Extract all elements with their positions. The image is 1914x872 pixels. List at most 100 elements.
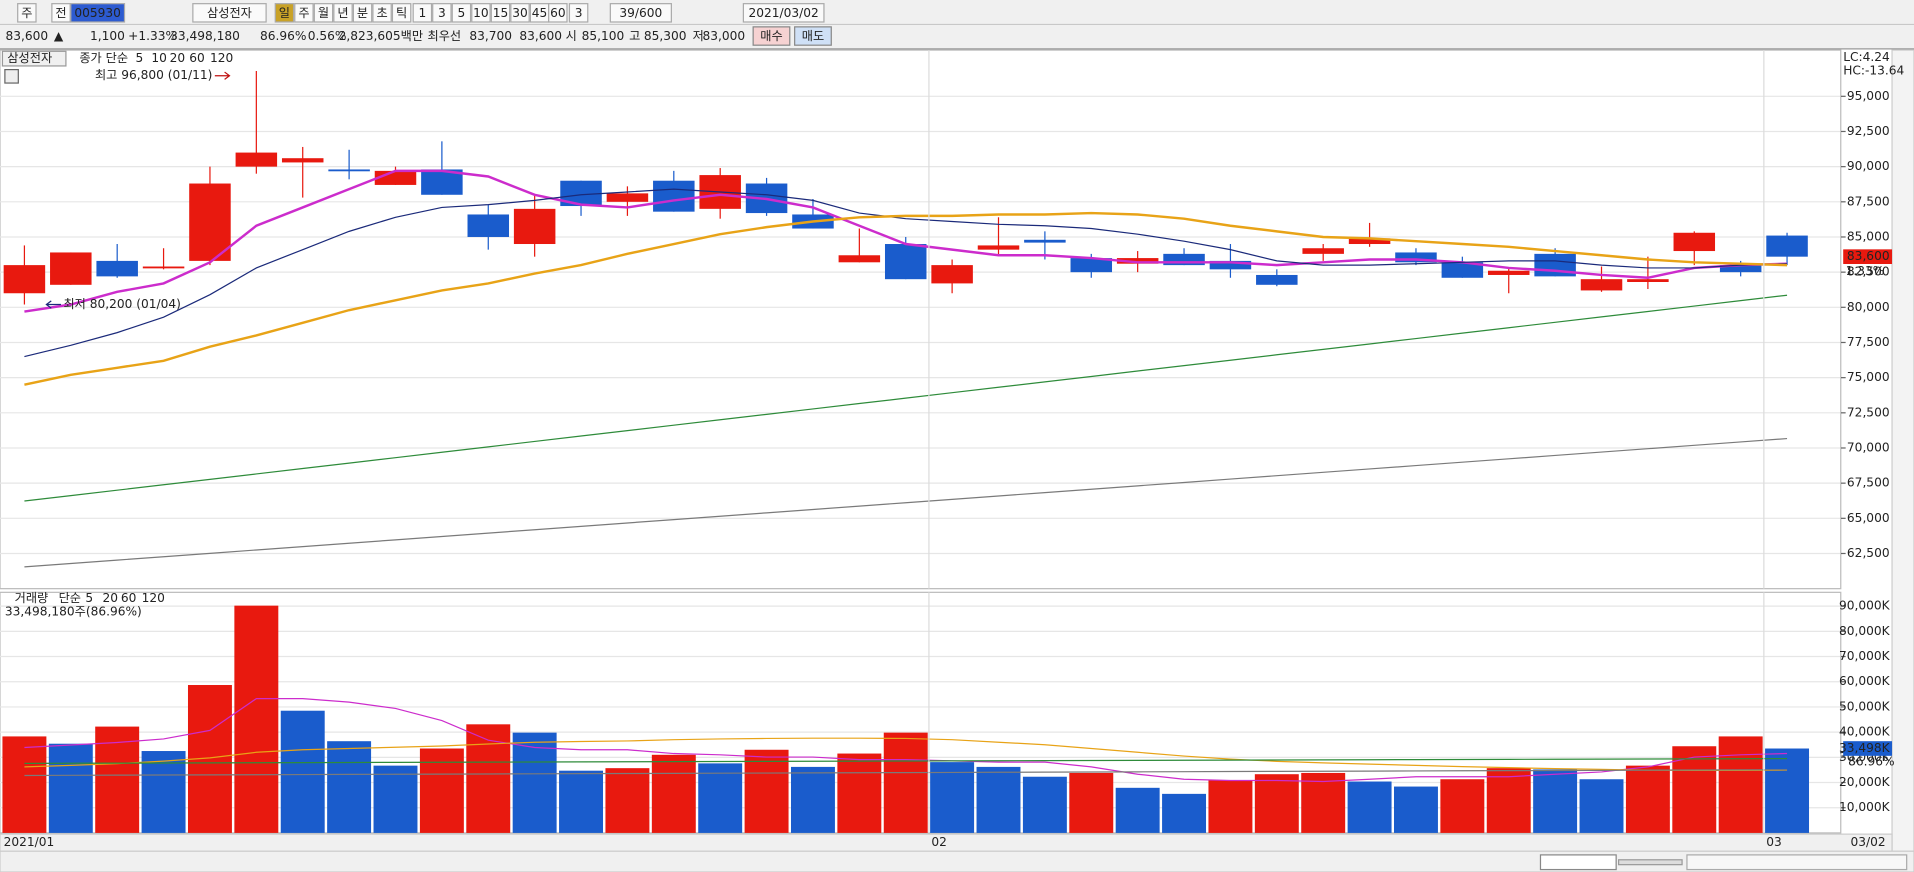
toolbar-label[interactable]: 틱 — [396, 6, 407, 20]
y-tick-label: 60,000K — [1839, 674, 1891, 688]
grid-icon[interactable] — [4, 69, 19, 84]
candle-body — [142, 266, 185, 269]
quote-field[interactable]: 매수 — [760, 29, 782, 43]
candle-body — [1163, 253, 1205, 266]
ma-line — [24, 169, 1788, 313]
volume-bar — [1765, 748, 1810, 833]
candle-body — [1766, 235, 1808, 257]
volume-bar — [141, 751, 186, 833]
toolbar-button[interactable] — [70, 3, 126, 23]
volume-bar — [1208, 780, 1253, 833]
toolbar-button[interactable] — [17, 3, 37, 23]
toolbar-label[interactable]: 삼성전자 — [207, 6, 252, 20]
volume-bar — [1069, 772, 1114, 833]
toolbar-button[interactable] — [568, 3, 589, 23]
legend-entry: 60 — [189, 51, 205, 65]
volume-bar — [1625, 765, 1670, 833]
change-label: 1.33% — [1846, 264, 1885, 278]
order-button[interactable] — [752, 26, 791, 46]
y-tick-label: 85,000 — [1847, 229, 1890, 243]
volume-bar — [883, 732, 928, 833]
y-tick-label: 67,500 — [1847, 476, 1890, 490]
toolbar-button[interactable] — [742, 3, 825, 23]
y-tick-label: 87,500 — [1847, 194, 1890, 208]
volume-bar — [1579, 779, 1624, 833]
toolbar-label[interactable]: 5 — [458, 6, 466, 20]
toolbar-button[interactable] — [352, 3, 373, 23]
toolbar-label[interactable]: 39/600 — [619, 6, 662, 20]
y-tick-label: 77,500 — [1847, 335, 1890, 349]
candle-body — [513, 208, 556, 245]
toolbar-button[interactable] — [412, 3, 433, 23]
volume-bar — [837, 753, 882, 833]
toolbar-label[interactable]: 2021/03/02 — [749, 6, 819, 20]
ma-line — [24, 698, 1788, 783]
toolbar-button[interactable] — [294, 3, 314, 23]
toolbar-label[interactable]: 주 — [298, 6, 309, 20]
nav-buttons[interactable] — [1539, 854, 1617, 871]
legend-entry: 120 — [210, 51, 233, 65]
quote-field[interactable]: 매도 — [802, 29, 824, 43]
toolbar-label[interactable]: 초 — [376, 6, 387, 20]
toolbar-label[interactable]: 005930 — [74, 6, 121, 20]
toolbar-label[interactable]: 3 — [575, 6, 583, 20]
quote-field: 86.96% — [260, 29, 306, 43]
tool-icons[interactable] — [1686, 854, 1908, 871]
toolbar-label[interactable]: 년 — [337, 6, 348, 20]
toolbar-label[interactable]: 전 — [55, 6, 66, 20]
toolbar-button[interactable] — [510, 3, 530, 23]
ma-line — [24, 211, 1788, 386]
toolbar-button[interactable] — [333, 3, 353, 23]
legend-title: 삼성전자 — [7, 51, 52, 65]
y-tick-label: 90,000K — [1839, 599, 1891, 613]
volume-bar — [976, 766, 1021, 833]
volume-bar — [327, 741, 372, 833]
toolbar-button[interactable] — [192, 3, 267, 23]
toolbar-button[interactable] — [432, 3, 452, 23]
toolbar-label[interactable]: 월 — [318, 6, 329, 20]
toolbar-label[interactable]: 분 — [357, 6, 368, 20]
toolbar-label[interactable]: 3 — [438, 6, 446, 20]
toolbar-label[interactable]: 30 — [512, 6, 528, 20]
candle-body — [281, 158, 324, 163]
candle-body — [50, 252, 92, 285]
right-scrollbar[interactable] — [1891, 49, 1914, 852]
legend-entry: 20 — [103, 591, 119, 605]
candle-body — [1302, 248, 1344, 254]
toolbar-label[interactable]: 10 — [473, 6, 489, 20]
toolbar-label[interactable]: 일 — [279, 6, 290, 20]
volume-subtitle: 33,498,180주(86.96%) — [5, 604, 142, 618]
order-button[interactable] — [794, 26, 832, 46]
toolbar-button[interactable] — [274, 3, 295, 23]
toolbar-button[interactable] — [451, 3, 472, 23]
toolbar-button[interactable] — [471, 3, 491, 23]
candle-body — [467, 214, 510, 237]
toolbar-label[interactable]: 45 — [532, 6, 548, 20]
low-arrow — [45, 300, 62, 309]
candle-body — [606, 193, 649, 202]
toolbar-button[interactable] — [490, 3, 511, 23]
candle-body — [1673, 232, 1716, 252]
candle-body — [1487, 270, 1530, 275]
toolbar-button[interactable] — [372, 3, 392, 23]
toolbar-label[interactable]: 주 — [21, 6, 32, 20]
toolbar-button[interactable] — [313, 3, 334, 23]
toolbar-label[interactable]: 60 — [550, 6, 566, 20]
x-end-label: 03/02 — [1851, 835, 1886, 849]
toolbar-button[interactable] — [609, 3, 672, 23]
quote-field: 최우선 — [428, 29, 462, 43]
toolbar-label[interactable]: 15 — [493, 6, 509, 20]
zoom-slider[interactable] — [1617, 859, 1683, 866]
quote-field: 시 — [566, 29, 577, 43]
y-tick-label: 70,000K — [1839, 649, 1891, 663]
quote-field: 33,498,180 — [170, 29, 240, 43]
candle-body — [884, 244, 927, 280]
volume-bar — [419, 748, 464, 833]
toolbar-button[interactable] — [391, 3, 412, 23]
x-tick-label: 03 — [1766, 835, 1782, 849]
toolbar-label[interactable]: 1 — [418, 6, 426, 20]
toolbar-button[interactable] — [548, 3, 568, 23]
y-tick-label: 62,500 — [1847, 546, 1890, 560]
